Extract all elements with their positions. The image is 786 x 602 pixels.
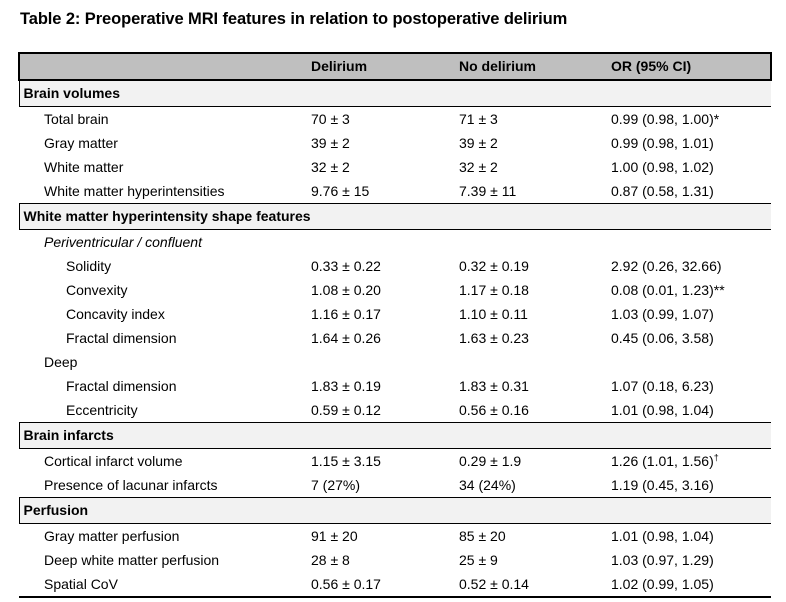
delirium-value: 1.64 ± 0.26 [311,330,381,346]
delirium-value: 1.83 ± 0.19 [311,378,381,394]
delirium-value: 0.59 ± 0.12 [311,402,381,418]
column-header-no-delirium: No delirium [459,52,611,81]
row-label: Fractal dimension [66,330,177,346]
subsection-label: Periventricular / confluent [44,234,202,250]
subsection-label: Deep [44,354,78,370]
row-label: White matter [44,159,124,175]
table-row: Concavity index 1.16 ± 0.17 1.10 ± 0.11 1.0… [19,302,771,326]
row-label: Gray matter [44,135,118,151]
row-label: Convexity [66,282,128,298]
table-row: White matter 32 ± 2 32 ± 2 1.00 (0.98, 1.02… [19,155,771,179]
or-ci-value: 1.01 (0.98, 1.04) [611,528,714,544]
or-ci-value: 1.01 (0.98, 1.04) [611,402,714,418]
no-delirium-value: 1.10 ± 0.11 [459,306,528,322]
no-delirium-value: 71 ± 3 [459,111,498,127]
delirium-value: 0.33 ± 0.22 [311,258,381,274]
row-label: Concavity index [66,306,165,322]
no-delirium-value: 32 ± 2 [459,159,498,175]
column-header-row: Delirium No delirium OR (95% CI) [18,52,772,81]
no-delirium-value: 1.83 ± 0.31 [459,378,529,394]
no-delirium-value: 0.52 ± 0.14 [459,572,611,598]
column-header-or-ci: OR (95% CI) [611,52,772,81]
significance-mark: † [713,452,719,463]
table-row: Solidity 0.33 ± 0.22 0.32 ± 0.19 2.92 (0.26… [19,254,771,278]
or-ci-value: 2.92 (0.26, 32.66) [611,258,722,274]
or-ci-value: 1.03 (0.97, 1.29) [611,552,714,568]
table-row: Total brain 70 ± 3 71 ± 3 0.99 (0.98, 1.00)… [19,107,771,132]
delirium-value: 9.76 ± 15 [311,183,370,199]
or-ci-value: 1.26 (1.01, 1.56)† [611,452,719,469]
row-label: Deep white matter perfusion [44,552,220,568]
delirium-value: 28 ± 8 [311,552,350,568]
no-delirium-value: 1.17 ± 0.18 [459,282,529,298]
section-header-label: Brain infarcts [18,422,771,449]
or-ci-value: 0.99 (0.98, 1.01) [611,135,714,151]
subsection-row: Deep [19,350,771,374]
or-ci-value: 1.02 (0.99, 1.05) [611,572,771,598]
delirium-value: 32 ± 2 [311,159,350,175]
delirium-value: 39 ± 2 [311,135,350,151]
row-label: Presence of lacunar infarcts [44,477,218,493]
no-delirium-value: 34 (24%) [459,477,516,493]
or-ci-value: 0.99 (0.98, 1.00)* [611,111,720,127]
row-label: Cortical infarct volume [44,453,183,469]
delirium-value: 70 ± 3 [311,111,350,127]
subsection-row: Periventricular / confluent [19,230,771,255]
table-row: Gray matter perfusion 91 ± 20 85 ± 20 1.01 … [19,524,771,549]
table-title: Table 2: Preoperative MRI features in re… [20,10,568,28]
no-delirium-value: 0.29 ± 1.9 [459,453,522,469]
table-row: Convexity 1.08 ± 0.20 1.17 ± 0.18 0.08 (0.0… [19,278,771,302]
no-delirium-value: 85 ± 20 [459,528,506,544]
no-delirium-value: 39 ± 2 [459,135,498,151]
delirium-value: 1.16 ± 0.17 [311,306,381,322]
or-ci-value: 1.07 (0.18, 6.23) [611,378,714,394]
no-delirium-value: 1.63 ± 0.23 [459,330,529,346]
row-label: Fractal dimension [66,378,177,394]
mri-features-table: Delirium No delirium OR (95% CI) Brain v… [18,52,772,598]
or-ci-value: 1.00 (0.98, 1.02) [611,159,714,175]
column-header-delirium: Delirium [311,52,459,81]
section-header-label: Brain volumes [18,79,771,107]
or-ci-value: 0.08 (0.01, 1.23)** [611,282,725,298]
section-header-row: Brain infarcts [18,422,771,449]
no-delirium-value: 0.56 ± 0.16 [459,402,529,418]
delirium-value: 91 ± 20 [311,528,358,544]
row-label: Total brain [44,111,109,127]
section-header-label: White matter hyperintensity shape featur… [18,203,771,230]
table-row: Fractal dimension 1.83 ± 0.19 1.83 ± 0.31 1… [19,374,771,398]
table-body: Brain volumes Total brain 70 ± 3 71 ± 3 0.99… [18,79,771,598]
section-header-label: Perfusion [18,497,771,524]
table-row: Cortical infarct volume 1.15 ± 3.15 0.29 ±… [19,449,771,474]
table-row: Spatial CoV 0.56 ± 0.17 0.52 ± 0.14 1.02 (0… [19,572,771,598]
table-row: White matter hyperintensities 9.76 ± 15 7.… [19,179,771,204]
table-row: Gray matter 39 ± 2 39 ± 2 0.99 (0.98, 1.01) [19,131,771,155]
row-label: Solidity [66,258,112,274]
delirium-value: 7 (27%) [311,477,361,493]
table-row: Deep white matter perfusion 28 ± 8 25 ± 9 1… [19,548,771,572]
section-header-row: White matter hyperintensity shape featur… [18,203,771,230]
delirium-value: 1.08 ± 0.20 [311,282,381,298]
delirium-value: 1.15 ± 3.15 [311,453,381,469]
no-delirium-value: 7.39 ± 11 [459,183,517,199]
or-ci-value: 0.45 (0.06, 3.58) [611,330,714,346]
or-ci-value: 0.87 (0.58, 1.31) [611,183,714,199]
row-label: Spatial CoV [19,572,311,598]
row-label: Eccentricity [66,402,138,418]
row-label: Gray matter perfusion [44,528,180,544]
table-row: Fractal dimension 1.64 ± 0.26 1.63 ± 0.23 0… [19,326,771,350]
no-delirium-value: 25 ± 9 [459,552,498,568]
or-ci-value: 1.19 (0.45, 3.16) [611,477,714,493]
column-header-feature [18,52,311,81]
delirium-value: 0.56 ± 0.17 [311,572,459,598]
section-header-row: Brain volumes [18,79,771,107]
table-row: Presence of lacunar infarcts 7 (27%) 34 (2… [19,473,771,498]
table-row: Eccentricity 0.59 ± 0.12 0.56 ± 0.16 1.01 (… [19,398,771,423]
row-label: White matter hyperintensities [44,183,225,199]
section-header-row: Perfusion [18,497,771,524]
no-delirium-value: 0.32 ± 0.19 [459,258,529,274]
or-ci-value: 1.03 (0.99, 1.07) [611,306,714,322]
